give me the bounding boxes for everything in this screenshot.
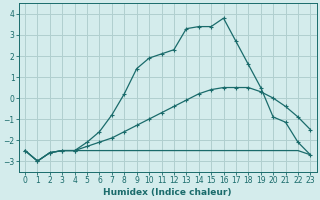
X-axis label: Humidex (Indice chaleur): Humidex (Indice chaleur) xyxy=(103,188,232,197)
